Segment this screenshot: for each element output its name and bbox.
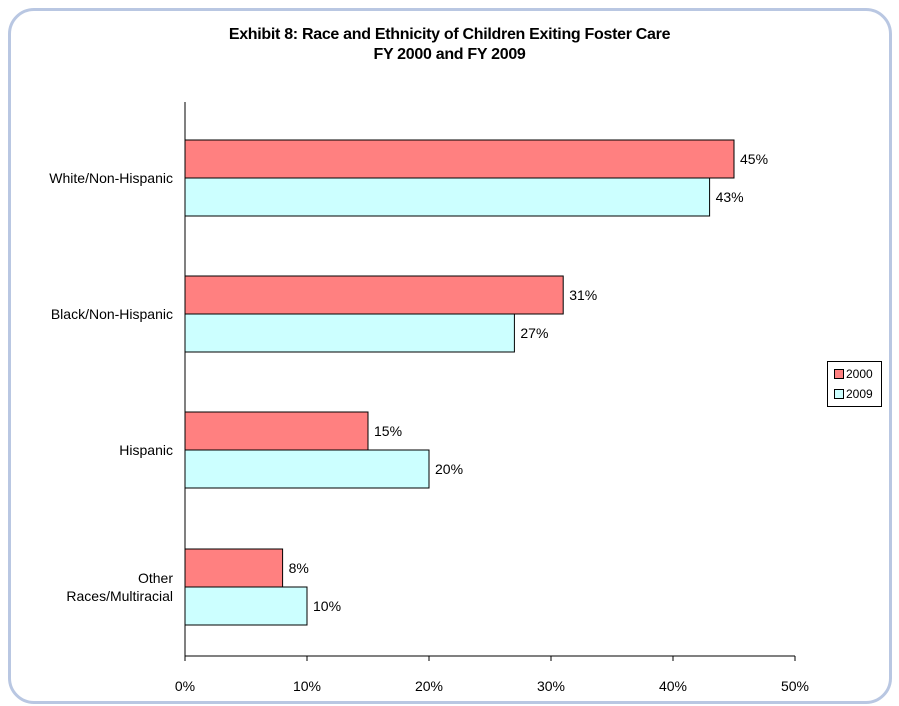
bar-2000	[184, 139, 735, 179]
legend: 2000 2009	[827, 361, 882, 407]
data-label-2009: 27%	[520, 325, 548, 341]
x-tick-label: 20%	[415, 678, 443, 694]
category-label: White/Non-Hispanic	[49, 170, 173, 186]
chart-title: Exhibit 8: Race and Ethnicity of Childre…	[228, 26, 671, 43]
legend-entry-2009: 2009	[834, 387, 873, 401]
bar-2000	[184, 548, 284, 588]
category-label: Other	[138, 570, 173, 586]
data-label-2000: 31%	[569, 287, 597, 303]
data-label-2000: 8%	[289, 560, 309, 576]
bar-2009	[184, 313, 515, 353]
chart-subtitle: FY 2000 and FY 2009	[373, 46, 526, 63]
x-tick-label: 0%	[175, 678, 195, 694]
category-label: Races/Multiracial	[66, 588, 173, 604]
x-tick-label: 50%	[781, 678, 809, 694]
legend-swatch-2000	[834, 369, 844, 379]
legend-label-2009: 2009	[846, 387, 873, 401]
bar-2000	[184, 411, 369, 451]
chart-frame	[8, 8, 892, 704]
category-label: Hispanic	[119, 442, 173, 458]
legend-swatch-2009	[834, 389, 844, 399]
data-label-2009: 10%	[313, 598, 341, 614]
data-label-2009: 20%	[435, 461, 463, 477]
x-tick-label: 10%	[293, 678, 321, 694]
x-tick-label: 40%	[659, 678, 687, 694]
category-label: Black/Non-Hispanic	[51, 306, 173, 322]
data-label-2009: 43%	[716, 189, 744, 205]
legend-entry-2000: 2000	[834, 367, 873, 381]
data-label-2000: 45%	[740, 151, 768, 167]
data-label-2000: 15%	[374, 423, 402, 439]
bar-2009	[184, 177, 711, 217]
x-tick-label: 30%	[537, 678, 565, 694]
chart-title-block: Exhibit 8: Race and Ethnicity of Childre…	[0, 25, 899, 65]
legend-label-2000: 2000	[846, 367, 873, 381]
bar-2009	[184, 449, 430, 489]
bar-2009	[184, 586, 308, 626]
bar-2000	[184, 275, 564, 315]
